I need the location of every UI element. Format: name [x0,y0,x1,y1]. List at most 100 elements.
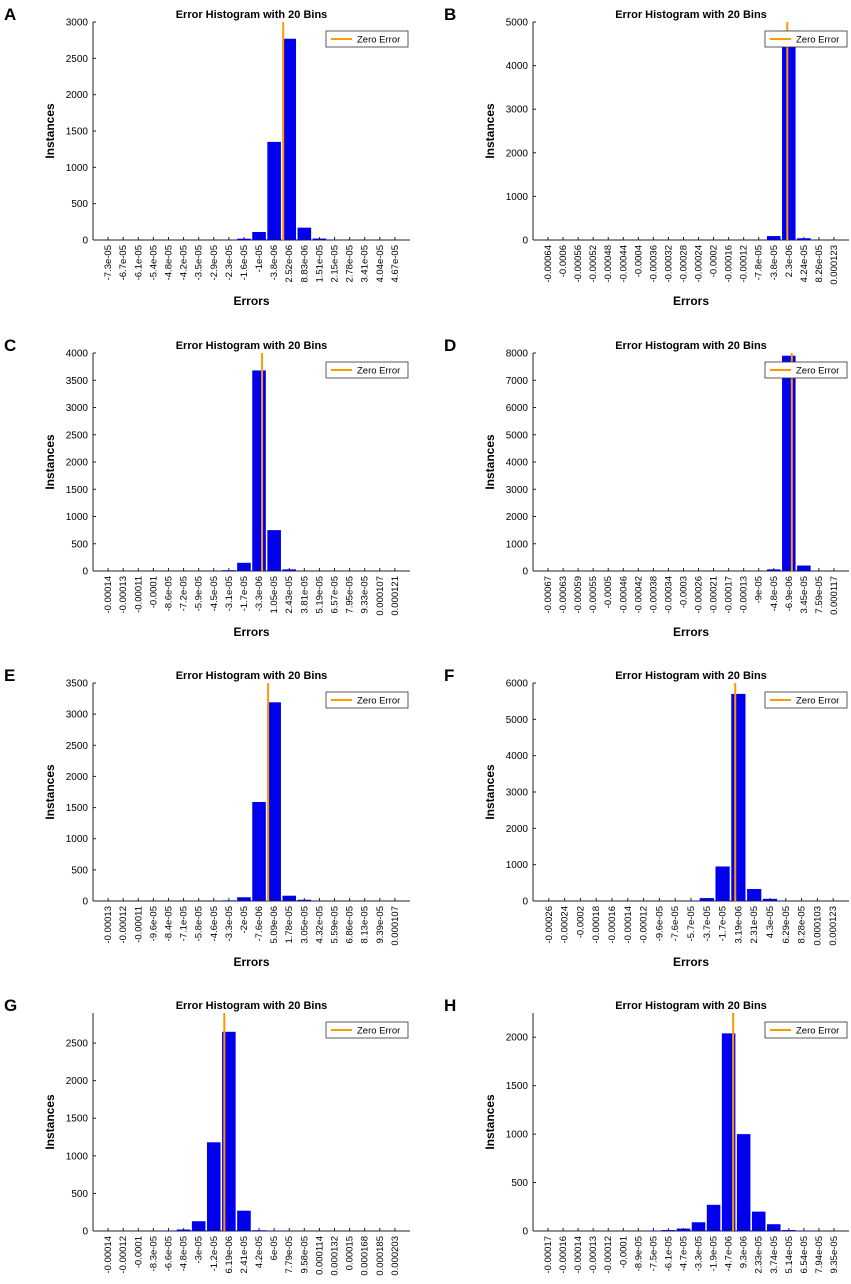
y-tick-label: 2000 [66,772,89,783]
y-tick-label: 6000 [506,403,529,414]
legend-label: Zero Error [796,35,839,46]
y-tick-label: 0 [82,567,88,578]
chart-title: Error Histogram with 20 Bins [176,9,328,21]
histogram-bar [282,38,297,240]
histogram-bar [252,801,266,901]
x-tick-label: -0.00026 [544,906,555,944]
x-tick-label: -0.00014 [623,906,634,944]
y-tick-label: 3000 [66,710,89,721]
x-tick-label: -0.0001 [133,1236,144,1268]
y-tick-label: 5000 [506,430,529,441]
x-tick-label: 6e-05 [269,1236,280,1260]
y-tick-label: 4000 [506,751,529,762]
chart-title: Error Histogram with 20 Bins [615,670,767,682]
y-tick-label: 4000 [66,349,89,360]
histogram-bar [267,702,281,901]
x-tick-label: 7.79e-05 [284,1236,295,1274]
x-tick-label: 6.57e-05 [330,576,341,614]
x-tick-label: 3.05e-05 [299,906,310,944]
x-tick-label: -0.00046 [618,576,629,614]
x-tick-label: -0.00038 [648,576,659,614]
x-tick-label: 1.78e-05 [284,906,295,944]
x-tick-label: -3.7e-05 [702,906,713,941]
x-tick-label: 0.000168 [360,1236,371,1276]
x-tick-label: -0.0004 [633,245,644,277]
x-tick-label: -8.6e-05 [163,576,174,611]
y-tick-label: 0 [522,567,528,578]
legend-box [325,361,409,379]
x-tick-label: -7.5e-05 [648,1236,659,1271]
x-tick-label: -5.8e-05 [194,906,205,941]
x-axis-title: Errors [233,955,269,969]
x-tick-label: -0.0001 [148,576,159,608]
x-tick-label: 6.86e-05 [345,906,356,944]
x-tick-label: -1.6e-05 [239,245,250,280]
legend-box [764,691,848,709]
histogram-bar [782,355,796,571]
x-tick-label: -1.2e-05 [209,1236,220,1271]
y-tick-label: 500 [71,199,88,210]
y-tick-label: 2000 [66,458,89,469]
x-axis-title: Errors [233,625,269,639]
x-tick-label: -6.1e-05 [133,245,144,280]
x-axis-title: Errors [233,294,269,308]
x-tick-label: 8.28e-05 [797,906,808,944]
y-tick-label: 2500 [66,430,89,441]
x-tick-label: -0.00017 [543,1236,554,1274]
x-tick-label: -0.00012 [118,1236,129,1274]
x-tick-label: -6.1e-05 [663,1236,674,1271]
x-tick-label: 7.59e-05 [814,576,825,614]
y-axis-title: Instances [483,764,497,820]
y-tick-label: 500 [71,865,88,876]
x-tick-label: -4.8e-05 [163,245,174,280]
x-tick-label: 6.54e-05 [799,1236,810,1274]
chart-panel-h: H Error Histogram with 20 Bins 0 500 1000 150… [444,996,849,1274]
x-tick-label: 6.29e-05 [781,906,792,944]
x-tick-label: 0.000132 [330,1236,341,1276]
x-tick-label: -9.6e-05 [148,906,159,941]
x-tick-label: -3e-05 [194,1236,205,1263]
x-tick-label: 2.52e-06 [284,245,295,283]
x-tick-label: -2.9e-05 [209,245,220,280]
y-axis-title: Instances [43,103,57,159]
x-tick-label: -3.3e-06 [254,576,265,611]
x-tick-label: 4.2e-05 [254,1236,265,1268]
chart-panel-c: C Error Histogram with 20 Bins 0 500 1000 150… [4,336,410,639]
x-tick-label: -0.00011 [133,576,144,613]
y-tick-label: 1500 [66,1114,89,1125]
histogram-bar [747,889,762,901]
y-tick-label: 2000 [506,1033,529,1044]
y-tick-label: 1000 [66,834,89,845]
chart-title: Error Histogram with 20 Bins [176,1000,328,1012]
x-tick-label: -0.00012 [639,906,650,944]
x-tick-label: -0.00034 [663,576,674,614]
histogram-bar [766,1224,781,1231]
x-tick-label: -8.3e-05 [148,1236,159,1271]
x-tick-label: 2.41e-05 [239,1236,250,1274]
x-tick-label: 9.39e-05 [375,906,386,944]
x-tick-label: -0.00018 [591,906,602,944]
x-tick-label: -6.9e-06 [784,576,795,611]
x-tick-label: -4.6e-05 [209,906,220,941]
x-tick-label: -0.0005 [603,576,614,608]
y-axis-title: Instances [43,1094,57,1150]
x-tick-label: 5.14e-05 [784,1236,795,1274]
legend-box [764,30,848,48]
x-tick-label: -0.00036 [648,245,659,283]
x-tick-label: 8.26e-05 [814,245,825,283]
histogram-bar [731,693,746,901]
y-tick-label: 1500 [66,485,89,496]
histogram-bar [297,227,312,240]
chart-panel-b: B Error Histogram with 20 Bins 0 1000 2000 30… [444,5,849,308]
y-tick-label: 5000 [506,18,529,29]
x-tick-label: 2.43e-05 [284,576,295,614]
chart-panel-a: A Error Histogram with 20 Bins 0 500 1000 150… [4,5,410,308]
x-tick-label: 2.78e-05 [345,245,356,283]
chart-panel-e: E Error Histogram with 20 Bins 0 500 1000 150… [4,666,410,969]
histogram-bar [782,30,796,240]
x-tick-label: -4.5e-05 [209,576,220,611]
x-tick-label: 2.31e-05 [749,906,760,944]
x-tick-label: 0.000103 [812,906,823,946]
x-tick-label: -0.00056 [573,245,584,283]
x-tick-label: -0.00014 [103,1236,114,1274]
